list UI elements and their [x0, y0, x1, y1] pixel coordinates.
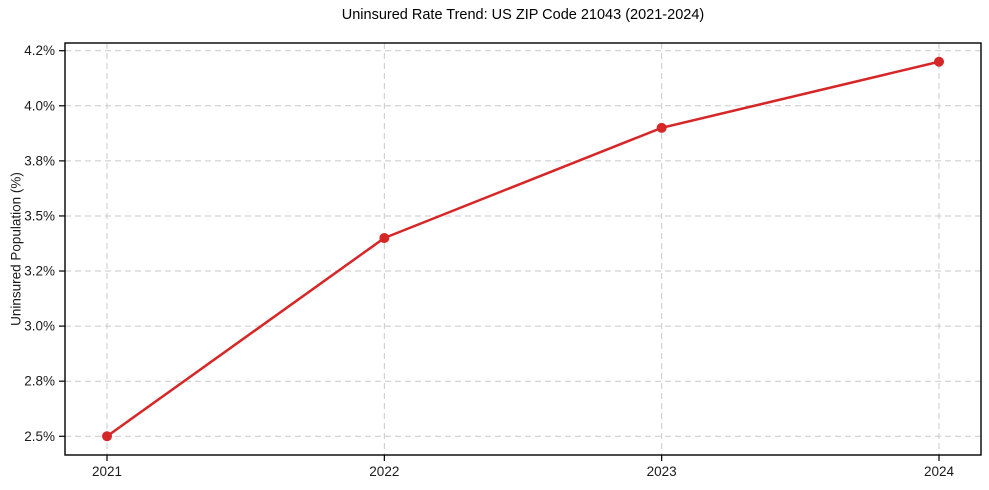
- x-tick-label: 2023: [647, 464, 677, 479]
- y-tick-label: 3.0%: [24, 319, 55, 334]
- chart-title: Uninsured Rate Trend: US ZIP Code 21043 …: [341, 7, 705, 23]
- data-point: [379, 232, 390, 243]
- y-tick-label: 3.2%: [24, 264, 55, 279]
- y-tick-label: 3.5%: [24, 208, 55, 223]
- x-tick-label: 2021: [92, 464, 122, 479]
- y-tick-label: 4.0%: [24, 98, 55, 113]
- y-tick-label: 2.5%: [24, 429, 55, 444]
- plot-border: [64, 42, 982, 456]
- series-line: [105, 60, 941, 438]
- data-point: [656, 122, 667, 133]
- y-tick-label: 3.8%: [24, 153, 55, 168]
- data-point: [102, 431, 112, 442]
- y-tick-label: 4.2%: [24, 43, 55, 58]
- x-tick-label: 2024: [924, 464, 955, 479]
- plot-background: [65, 43, 981, 455]
- data-point: [934, 56, 944, 67]
- y-tick-label: 2.8%: [24, 374, 55, 389]
- x-tick-label: 2022: [369, 464, 399, 479]
